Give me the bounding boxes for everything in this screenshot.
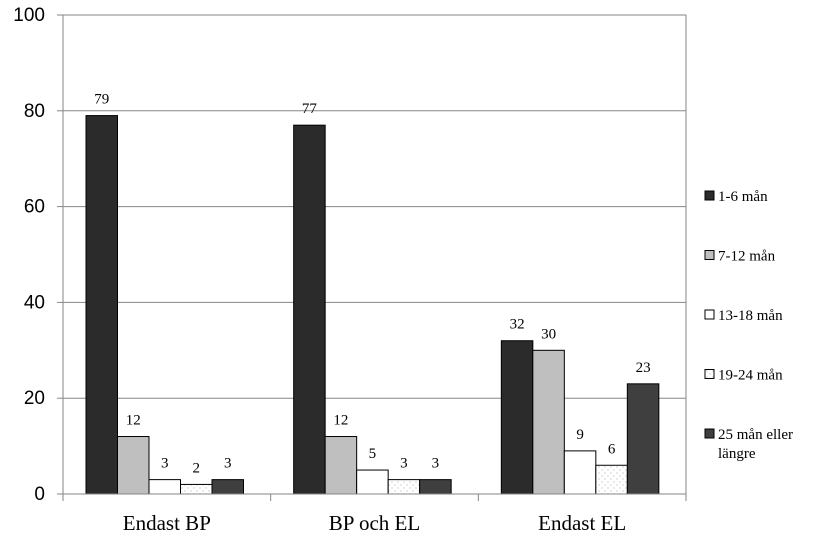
- data-label: 5: [369, 446, 377, 462]
- bar: [563, 450, 597, 495]
- bar: [85, 115, 118, 495]
- x-tick-label: BP och EL: [329, 511, 420, 535]
- bar: [500, 340, 534, 495]
- data-label: 79: [94, 92, 109, 108]
- gridlines: [62, 14, 687, 495]
- data-label: 3: [161, 456, 169, 472]
- bar: [419, 479, 452, 495]
- legend-swatch: [704, 428, 715, 439]
- legend-label: 25 mån eller längre: [718, 427, 793, 462]
- legend-swatch: [704, 250, 715, 260]
- bar: [180, 483, 213, 495]
- bar: [211, 479, 244, 495]
- data-label: 3: [400, 456, 408, 472]
- bar: [595, 464, 628, 495]
- data-label: 2: [193, 460, 201, 476]
- bar: [626, 383, 660, 495]
- legend-swatch: [704, 369, 715, 379]
- y-axis: 0 20 40 60 80 100: [13, 5, 63, 505]
- bar: [293, 124, 326, 495]
- y-tick-label: 100: [13, 5, 45, 26]
- data-label: 32: [510, 317, 525, 333]
- legend-label: 7-12 mån: [718, 249, 776, 265]
- legend: 1-6 mån 7-12 mån 13-18 mån 19-24 mån 25 mån …: [704, 189, 793, 462]
- x-tick-label: Endast BP: [123, 511, 211, 535]
- bar: [356, 469, 389, 495]
- legend-label: 1-6 mån: [718, 189, 768, 205]
- data-label: 3: [224, 456, 232, 472]
- y-tick-label: 0: [34, 484, 45, 505]
- y-tick-label: 40: [24, 292, 45, 313]
- legend-label: 19-24 mån: [718, 368, 783, 384]
- data-label: 3: [432, 456, 440, 472]
- x-tick-label: Endast EL: [538, 511, 626, 535]
- data-label: 77: [302, 101, 318, 117]
- plot-area: [62, 14, 687, 495]
- x-axis: Endast BP BP och EL Endast EL: [62, 493, 687, 535]
- bar: [324, 436, 358, 495]
- data-label: 6: [608, 441, 616, 457]
- bars: [85, 115, 660, 495]
- y-tick-label: 20: [24, 388, 45, 409]
- legend-swatch: [704, 309, 715, 320]
- data-label: 30: [541, 326, 556, 342]
- legend-label: 13-18 mån: [718, 308, 783, 324]
- data-label: 12: [126, 413, 141, 429]
- y-tick-label: 60: [24, 197, 45, 218]
- y-tick-label: 80: [24, 101, 45, 122]
- bar: [532, 349, 565, 495]
- bar: [148, 479, 181, 495]
- legend-swatch: [704, 190, 715, 201]
- data-label: 9: [576, 427, 584, 443]
- bar: [117, 436, 150, 495]
- data-label: 12: [333, 413, 348, 429]
- bar: [387, 479, 421, 495]
- data-label: 23: [636, 360, 651, 376]
